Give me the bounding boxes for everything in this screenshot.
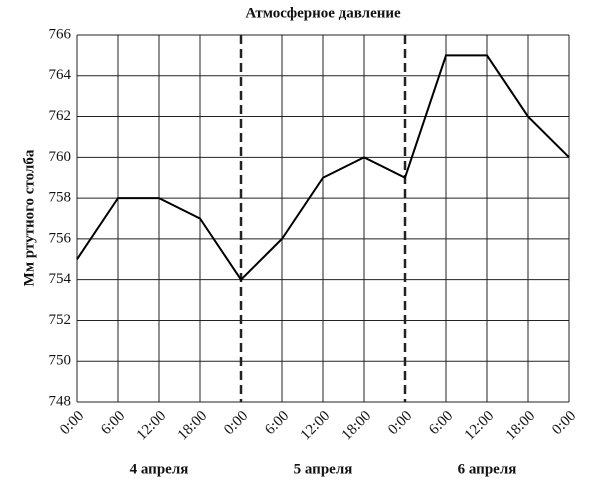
x-tick-label: 0:00 (221, 408, 251, 438)
chart-title: Атмосферное давление (245, 5, 401, 21)
x-tick-label: 18:00 (503, 408, 538, 443)
x-tick-label: 18:00 (339, 408, 374, 443)
y-axis-label: Мм ртутного столба (21, 149, 37, 286)
y-tick-label: 752 (49, 312, 72, 328)
x-tick-label: 12:00 (298, 408, 333, 443)
y-tick-label: 748 (49, 393, 72, 409)
y-tick-label: 758 (49, 190, 72, 206)
x-tick-label: 18:00 (175, 408, 210, 443)
y-tick-label: 750 (49, 353, 72, 369)
x-tick-label: 6:00 (98, 408, 128, 438)
y-tick-label: 764 (49, 67, 72, 83)
day-label: 6 апреля (458, 461, 517, 477)
line (76, 54, 570, 282)
y-tick-label: 766 (49, 26, 72, 42)
y-tick-label: 754 (49, 271, 72, 287)
y-tick-label: 760 (49, 149, 72, 165)
x-tick-label: 0:00 (385, 408, 415, 438)
y-tick-label: 756 (49, 230, 72, 246)
day-label: 4 апреля (130, 461, 189, 477)
x-tick-label: 0:00 (549, 408, 579, 438)
x-tick-label: 6:00 (262, 408, 292, 438)
y-tick-label: 762 (49, 108, 72, 124)
x-tick-label: 0:00 (57, 408, 87, 438)
x-tick-label: 12:00 (462, 408, 497, 443)
x-tick-label: 12:00 (134, 408, 169, 443)
day-label: 5 апреля (294, 461, 353, 477)
x-tick-label: 6:00 (426, 408, 456, 438)
